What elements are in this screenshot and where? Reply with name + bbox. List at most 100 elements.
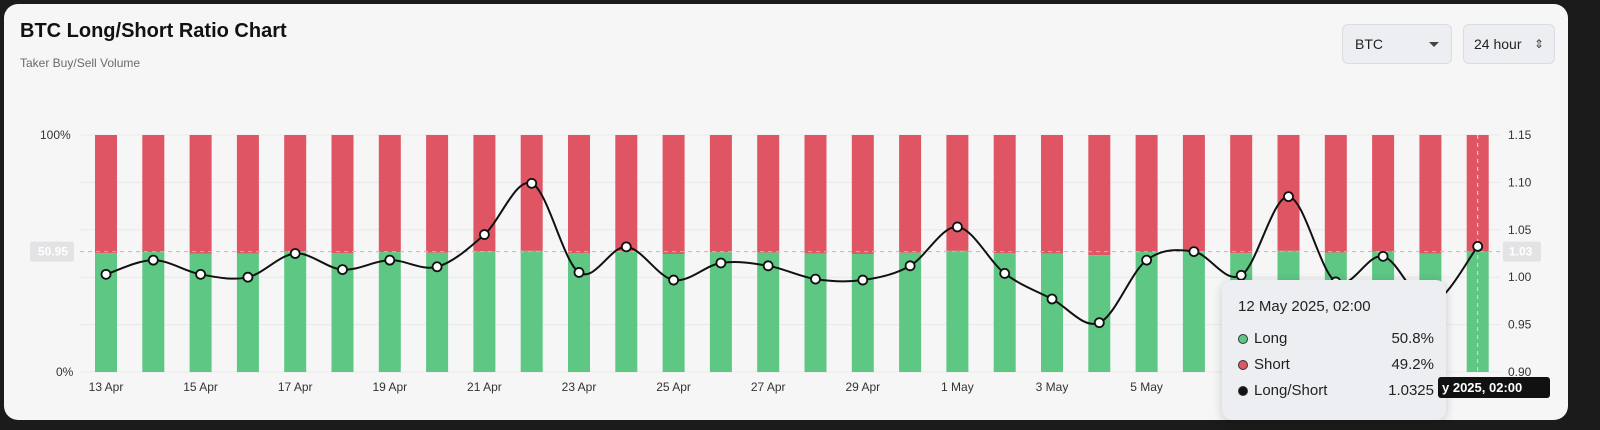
asset-select[interactable]: BTC xyxy=(1342,24,1452,64)
crosshair-x-label: y 2025, 02:00 xyxy=(1438,377,1550,398)
long-bar xyxy=(378,252,401,372)
ratio-point xyxy=(526,177,538,189)
x-tick-label: 17 Apr xyxy=(278,380,313,394)
long-bar xyxy=(757,252,780,372)
short-bar xyxy=(142,135,165,253)
ratio-dot-icon xyxy=(1238,385,1248,396)
short-bar xyxy=(1135,135,1158,253)
short-bar xyxy=(899,135,922,253)
left-tick-label: 100% xyxy=(40,128,71,142)
ratio-point xyxy=(1141,254,1152,266)
chevron-down-icon xyxy=(1429,41,1439,47)
long-bar xyxy=(709,252,732,372)
ratio-points xyxy=(100,177,1484,329)
long-bar xyxy=(851,253,874,372)
long-bar xyxy=(899,252,922,372)
long-bar xyxy=(804,253,827,372)
tooltip-label: Short xyxy=(1254,356,1290,373)
ratio-point xyxy=(668,274,679,286)
right-tick-label: 1.15 xyxy=(1508,128,1532,142)
long-bar xyxy=(993,253,1016,372)
short-bar xyxy=(568,135,590,254)
tooltip-label: Long xyxy=(1254,330,1288,347)
right-tick-label: 0.90 xyxy=(1508,365,1532,379)
tooltip-row-ratio: Long/Short 1.0325 xyxy=(1238,382,1434,399)
long-bar xyxy=(236,253,259,372)
ratio-point xyxy=(195,268,207,280)
x-tick-label: 23 Apr xyxy=(562,380,597,394)
tooltip-label: Long/Short xyxy=(1254,382,1328,399)
ratio-point xyxy=(762,260,774,272)
crosshair-right-label: 1.03 xyxy=(1509,245,1533,259)
hover-tooltip: 12 May 2025, 02:00 Long 50.8% Short 49.2… xyxy=(1222,280,1446,420)
ratio-point xyxy=(999,268,1011,279)
crosshair-left-label: 50.95 xyxy=(38,245,68,259)
left-axis: 100% 0% 50.95 xyxy=(30,128,74,379)
long-bar xyxy=(568,253,590,372)
range-select[interactable]: 24 hour ⇕ xyxy=(1463,24,1555,64)
bars xyxy=(95,135,1489,372)
chart-subtitle: Taker Buy/Sell Volume xyxy=(20,56,141,70)
short-bar xyxy=(993,135,1016,254)
chart-title: BTC Long/Short Ratio Chart xyxy=(20,20,287,42)
left-tick-label: 0% xyxy=(56,365,74,379)
x-tick-label: 5 May xyxy=(1130,380,1163,394)
long-bar xyxy=(331,253,354,372)
asset-select-value: BTC xyxy=(1355,36,1383,52)
ratio-point xyxy=(100,268,112,280)
tooltip-value: 1.0325 xyxy=(1388,382,1434,399)
x-tick-label: 1 May xyxy=(941,380,974,394)
tooltip-row-short: Short 49.2% xyxy=(1238,356,1434,373)
tooltip-row-long: Long 50.8% xyxy=(1238,330,1434,347)
long-bar xyxy=(946,250,969,372)
ratio-point xyxy=(620,241,632,253)
x-tick-label: 29 Apr xyxy=(845,380,880,394)
right-tick-label: 1.05 xyxy=(1508,223,1532,237)
short-bar xyxy=(95,135,117,254)
range-select-value: 24 hour xyxy=(1474,36,1522,52)
long-bar xyxy=(95,253,117,372)
long-bar xyxy=(1182,251,1205,372)
ratio-point xyxy=(1235,269,1247,281)
long-bar xyxy=(426,252,449,372)
x-tick-label: 3 May xyxy=(1036,380,1069,394)
tooltip-value: 49.2% xyxy=(1391,356,1434,373)
long-bar xyxy=(520,250,543,372)
long-bar xyxy=(142,252,165,372)
ratio-point xyxy=(384,254,396,266)
short-bar xyxy=(1182,135,1205,252)
tooltip-value: 50.8% xyxy=(1391,330,1434,347)
long-bar xyxy=(189,253,212,372)
short-bar xyxy=(1324,135,1347,253)
right-tick-label: 1.00 xyxy=(1508,270,1532,284)
x-tick-label: 21 Apr xyxy=(467,380,502,394)
crosshair-left-badge xyxy=(30,241,74,262)
x-tick-label: 25 Apr xyxy=(656,380,691,394)
x-tick-label: 19 Apr xyxy=(372,380,407,394)
ratio-point xyxy=(1377,250,1389,262)
ratio-point xyxy=(952,221,963,233)
short-bar xyxy=(520,135,543,251)
ratio-point xyxy=(810,273,821,285)
long-dot-icon xyxy=(1238,333,1248,344)
long-bar xyxy=(1088,255,1111,372)
short-bar xyxy=(426,135,449,253)
x-tick-label: 13 Apr xyxy=(89,380,124,394)
right-axis: 1.15 1.10 1.05 1.00 0.95 0.90 1.03 xyxy=(1503,128,1541,379)
short-bar xyxy=(615,135,638,252)
ratio-point xyxy=(1283,191,1294,203)
x-tick-label: 27 Apr xyxy=(751,380,786,394)
ratio-point xyxy=(1472,240,1484,252)
short-bar xyxy=(804,135,827,254)
long-bar xyxy=(662,253,685,372)
ratio-point xyxy=(715,257,727,269)
long-bar xyxy=(1135,252,1158,372)
right-tick-label: 0.95 xyxy=(1508,318,1532,332)
short-bar xyxy=(946,135,969,251)
short-bar xyxy=(1230,135,1253,254)
short-bar xyxy=(331,135,354,254)
ratio-point xyxy=(1188,246,1200,258)
long-bar xyxy=(284,251,307,372)
short-bar xyxy=(757,135,780,253)
right-tick-label: 1.10 xyxy=(1508,175,1532,189)
